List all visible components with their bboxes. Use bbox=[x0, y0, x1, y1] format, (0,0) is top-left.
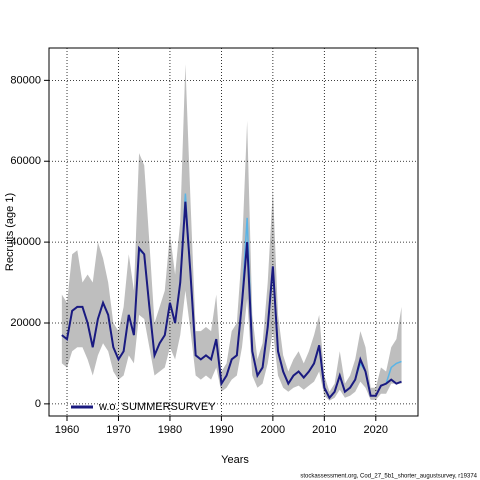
y-axis-label: Recruits (age 1) bbox=[4, 193, 16, 271]
x-tick-label: 1980 bbox=[158, 424, 182, 436]
y-tick-label: 80000 bbox=[10, 74, 41, 86]
y-tick-label: 60000 bbox=[10, 155, 41, 167]
series-line bbox=[61, 201, 402, 400]
x-tick-label: 2000 bbox=[261, 424, 285, 436]
footer: stockassessment.org, Cod_27_5b1_shorter_… bbox=[300, 474, 477, 480]
x-tick-label: 1970 bbox=[106, 424, 130, 436]
x-tick-label: 1990 bbox=[209, 424, 233, 436]
x-tick-label: 2020 bbox=[364, 424, 388, 436]
confidence-band bbox=[61, 64, 402, 401]
y-tick-label: 0 bbox=[35, 398, 41, 410]
x-axis-label: Years bbox=[221, 454, 249, 466]
legend-label: w.o. SUMMERSURVEY bbox=[98, 401, 216, 413]
x-tick-label: 1960 bbox=[55, 424, 79, 436]
y-tick-label: 20000 bbox=[10, 317, 41, 329]
y-tick-label: 40000 bbox=[10, 236, 41, 248]
plot-frame bbox=[48, 47, 419, 417]
x-tick-label: 2010 bbox=[312, 424, 336, 436]
